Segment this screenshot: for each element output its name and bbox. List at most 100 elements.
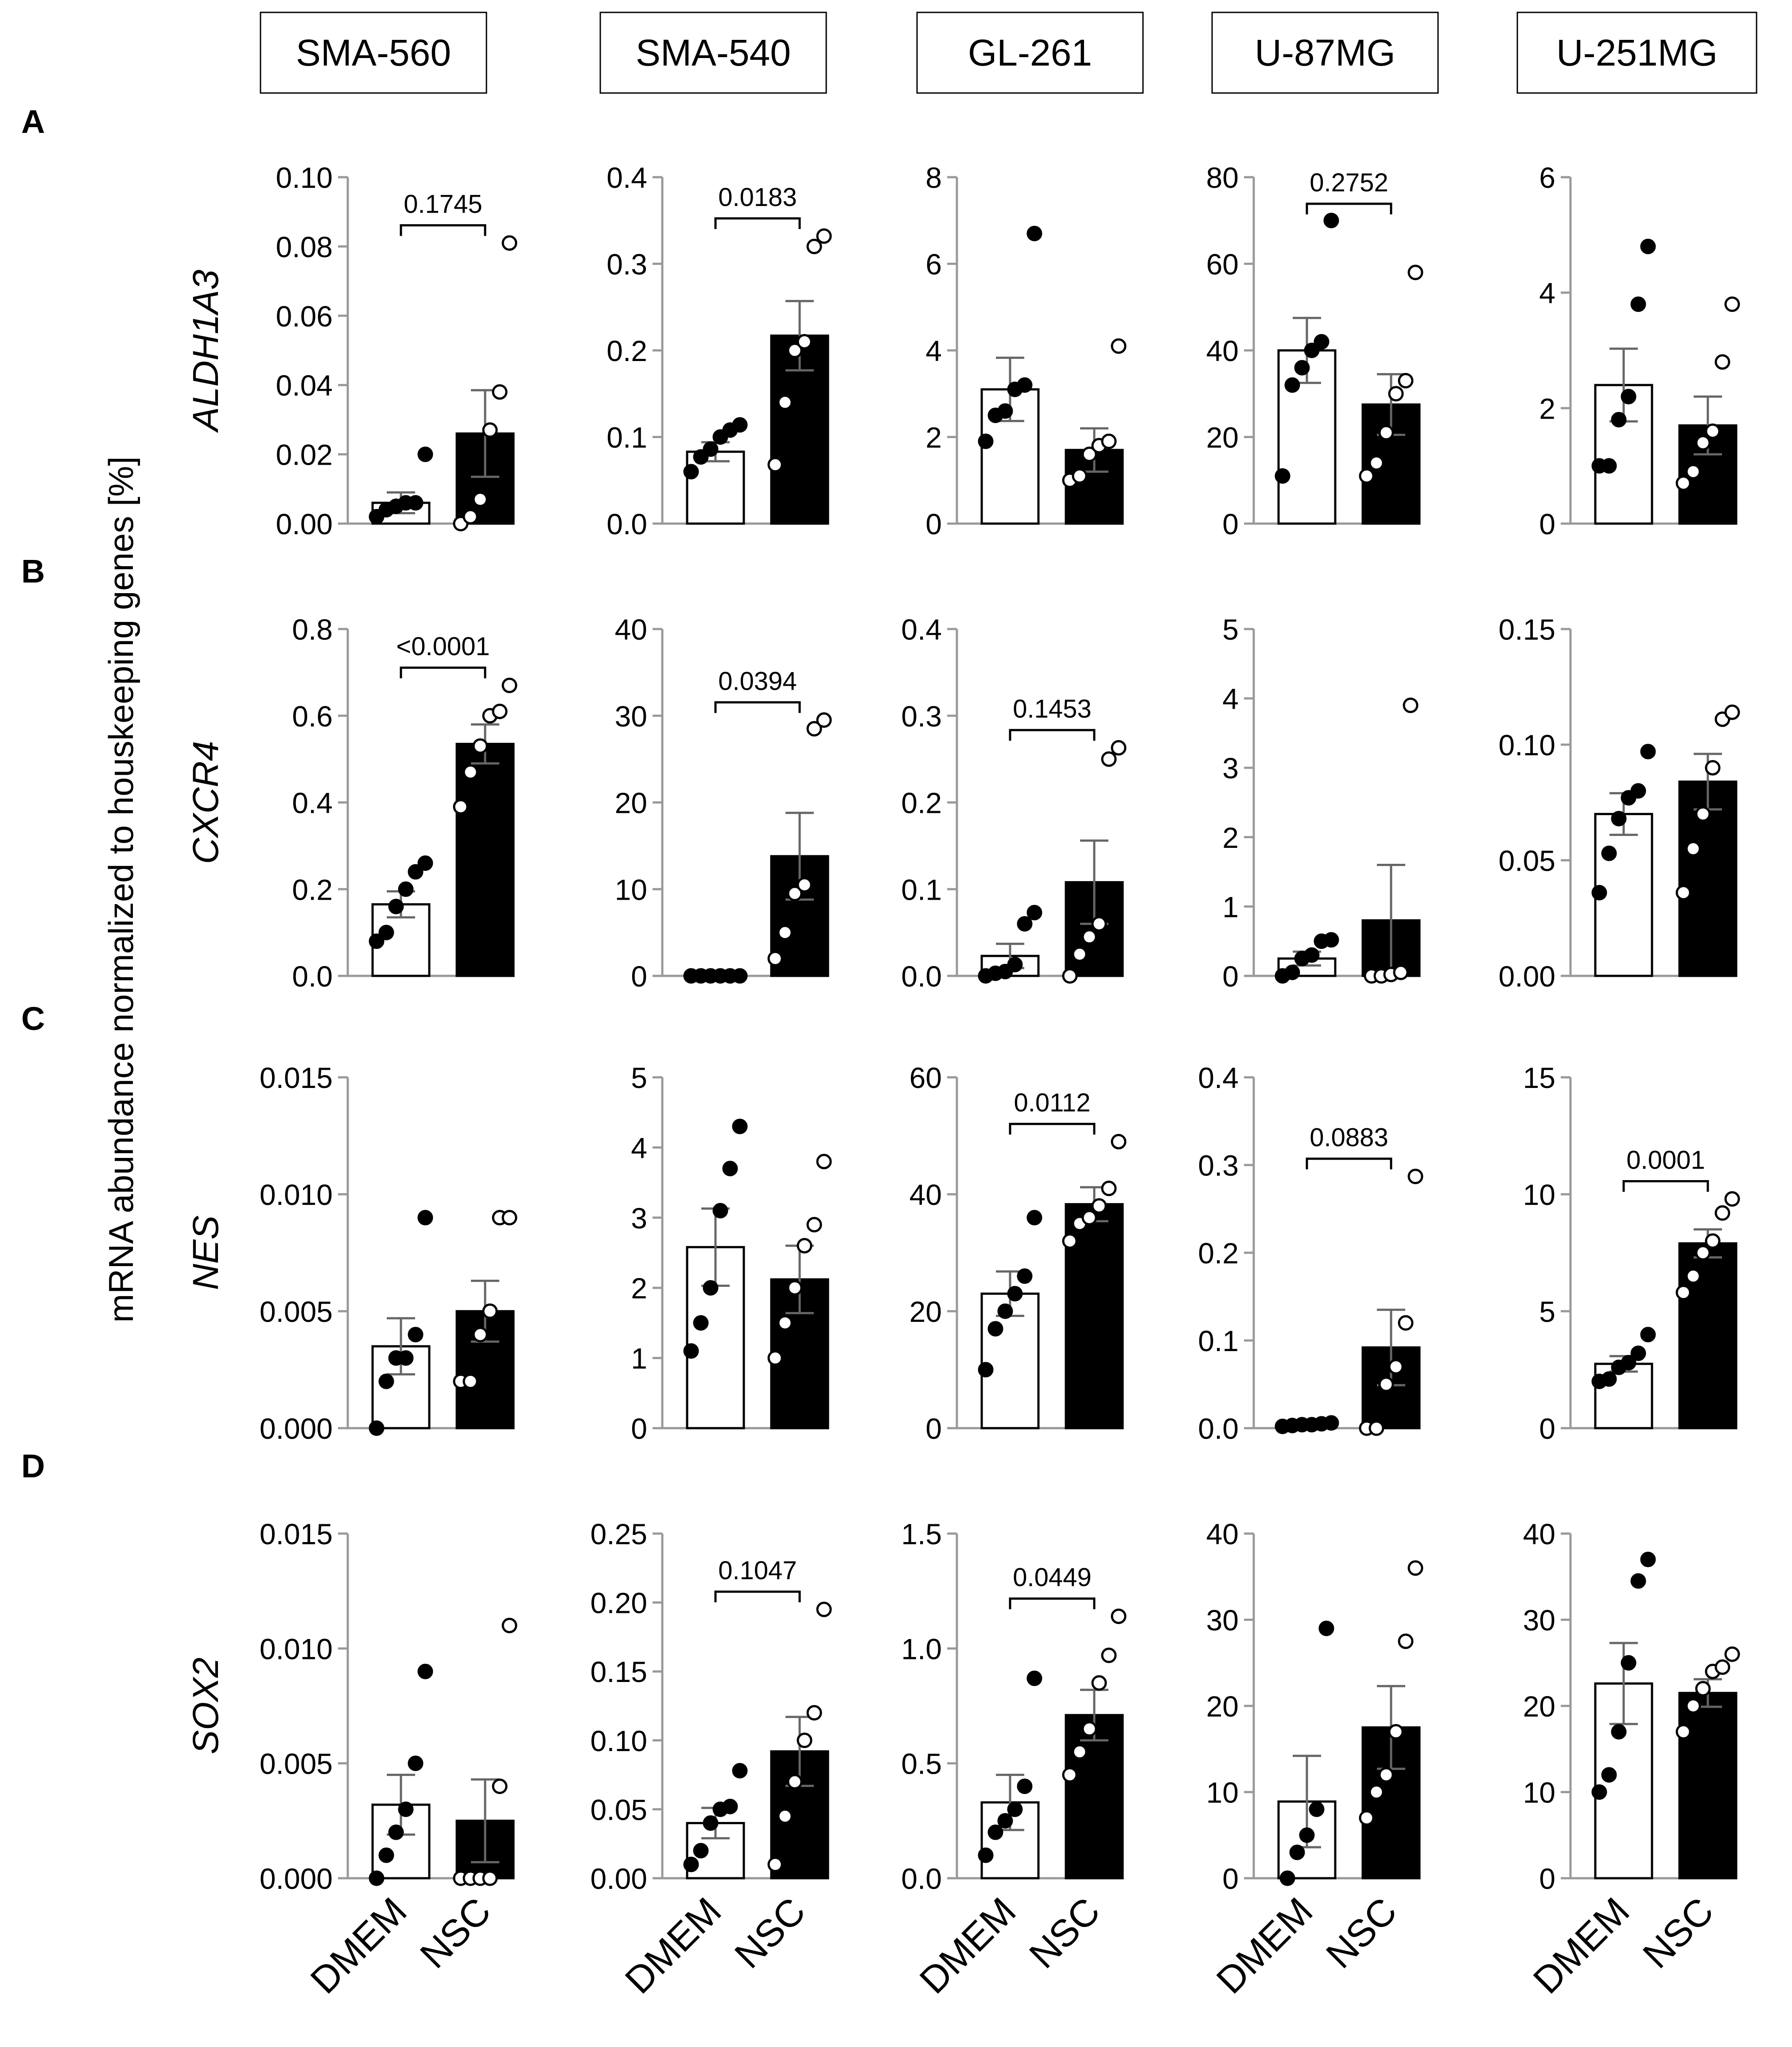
data-point-nsc bbox=[1695, 1245, 1711, 1261]
data-point-dmem bbox=[1026, 1670, 1042, 1686]
data-point-nsc bbox=[797, 1732, 812, 1748]
data-point-dmem bbox=[1007, 957, 1023, 973]
y-tick-label: 0.00 bbox=[1499, 960, 1555, 993]
data-point-dmem bbox=[369, 1870, 385, 1886]
y-tick-label: 30 bbox=[1523, 1604, 1555, 1637]
y-tick-label: 40 bbox=[1523, 1518, 1555, 1550]
y-tick-label: 0.10 bbox=[276, 161, 333, 194]
y-tick-label: 6 bbox=[925, 248, 942, 281]
y-tick-label: 6 bbox=[1539, 161, 1555, 194]
chart-panel: 0 10 20 30 40 bbox=[1206, 1518, 1423, 1895]
data-point-nsc bbox=[492, 384, 508, 400]
panel-row-label: A bbox=[21, 103, 45, 140]
y-tick-label: 2 bbox=[1539, 392, 1555, 425]
y-tick-label: 0 bbox=[1222, 1862, 1239, 1895]
chart-panel: 0 1 2 3 4 5 bbox=[631, 1061, 832, 1445]
cell-line-header: GL-261 bbox=[968, 32, 1092, 74]
significance-bracket bbox=[400, 666, 486, 679]
data-point-nsc bbox=[1685, 464, 1701, 480]
y-tick-label: 40 bbox=[615, 613, 647, 646]
data-point-nsc bbox=[1101, 1647, 1117, 1663]
data-point-dmem bbox=[732, 417, 748, 433]
y-tick-label: 0.010 bbox=[260, 1632, 333, 1665]
chart-panel: 0.000 0.005 0.010 0.015 bbox=[260, 1061, 517, 1445]
panel-row-label: D bbox=[21, 1448, 45, 1484]
x-category-label: NSC bbox=[1021, 1890, 1108, 1977]
p-value-label: <0.0001 bbox=[396, 632, 490, 661]
data-point-dmem bbox=[1640, 238, 1656, 254]
panel-row-label: B bbox=[21, 553, 45, 590]
chart-panel: 0 10 20 30 40 0.0394 bbox=[615, 613, 832, 993]
data-point-nsc bbox=[1705, 1233, 1721, 1249]
data-point-nsc bbox=[806, 1217, 822, 1233]
y-tick-label: 0.10 bbox=[1499, 729, 1555, 761]
data-point-dmem bbox=[1007, 1286, 1023, 1301]
data-point-nsc bbox=[777, 1808, 793, 1824]
gene-label: ALDH1A3 bbox=[186, 270, 226, 434]
y-axis-title: mRNA abundance normalized to houskeeping… bbox=[101, 456, 140, 1323]
y-tick-label: 0.1 bbox=[606, 421, 647, 454]
data-point-nsc bbox=[1714, 1205, 1730, 1221]
y-tick-label: 0.2 bbox=[1198, 1237, 1239, 1270]
data-point-dmem bbox=[1640, 1327, 1656, 1343]
data-point-dmem bbox=[378, 1373, 394, 1389]
y-tick-label: 0 bbox=[1222, 508, 1239, 540]
data-point-nsc bbox=[767, 951, 783, 967]
y-tick-label: 0.0 bbox=[292, 960, 333, 993]
data-point-dmem bbox=[1323, 932, 1339, 948]
data-point-nsc bbox=[1091, 1198, 1107, 1214]
data-point-dmem bbox=[722, 1798, 738, 1814]
y-tick-label: 0.005 bbox=[260, 1295, 333, 1328]
y-tick-label: 0 bbox=[631, 1412, 647, 1445]
data-point-dmem bbox=[1017, 916, 1033, 932]
data-point-dmem bbox=[1309, 1801, 1325, 1817]
y-tick-label: 10 bbox=[1523, 1776, 1555, 1809]
data-point-nsc bbox=[501, 1210, 517, 1226]
x-category-label: DMEM bbox=[912, 1890, 1024, 2002]
data-point-nsc bbox=[1378, 425, 1394, 441]
y-tick-label: 60 bbox=[1206, 248, 1239, 281]
significance-bracket bbox=[1009, 1597, 1096, 1609]
data-point-dmem bbox=[1621, 1355, 1637, 1371]
y-tick-label: 0.8 bbox=[292, 613, 333, 646]
y-tick-label: 0 bbox=[925, 1412, 942, 1445]
bar-nsc bbox=[455, 432, 515, 525]
data-point-nsc bbox=[1368, 1784, 1384, 1800]
data-point-nsc bbox=[1072, 946, 1088, 962]
data-point-nsc bbox=[797, 1238, 812, 1254]
data-point-nsc bbox=[1101, 433, 1117, 449]
y-tick-label: 0.00 bbox=[591, 1862, 647, 1895]
data-point-nsc bbox=[797, 877, 812, 893]
data-point-nsc bbox=[1111, 740, 1127, 756]
data-point-nsc bbox=[482, 1303, 498, 1319]
y-tick-label: 0.25 bbox=[591, 1518, 647, 1550]
data-point-nsc bbox=[1081, 929, 1097, 945]
data-point-dmem bbox=[683, 464, 699, 480]
chart-panel: 0.00 0.05 0.10 0.15 0.20 0.25 0.1047 bbox=[591, 1518, 832, 1895]
data-point-nsc bbox=[1695, 435, 1711, 451]
y-tick-label: 0.1 bbox=[1198, 1325, 1239, 1357]
chart-panel: 0.000 0.005 0.010 0.015 bbox=[260, 1518, 517, 1895]
data-point-nsc bbox=[1407, 1169, 1423, 1185]
data-point-nsc bbox=[1091, 1675, 1107, 1691]
y-tick-label: 0.4 bbox=[901, 613, 942, 646]
data-point-nsc bbox=[1062, 968, 1078, 984]
data-point-nsc bbox=[472, 1327, 488, 1343]
y-tick-label: 40 bbox=[1206, 334, 1239, 367]
data-point-dmem bbox=[378, 1847, 394, 1863]
y-tick-label: 20 bbox=[1523, 1690, 1555, 1723]
data-point-nsc bbox=[1359, 1810, 1375, 1826]
data-point-nsc bbox=[1407, 264, 1423, 280]
data-point-nsc bbox=[777, 924, 793, 940]
significance-bracket bbox=[714, 701, 801, 713]
data-point-nsc bbox=[1072, 468, 1088, 484]
data-point-dmem bbox=[978, 1362, 994, 1378]
data-point-nsc bbox=[1081, 1210, 1097, 1226]
y-tick-label: 1 bbox=[1222, 890, 1239, 923]
x-category-label: NSC bbox=[412, 1890, 499, 1977]
data-point-dmem bbox=[1630, 1573, 1646, 1589]
data-point-nsc bbox=[1388, 1724, 1404, 1740]
data-point-nsc bbox=[472, 738, 488, 754]
y-tick-label: 0.2 bbox=[901, 787, 942, 820]
y-tick-label: 0.00 bbox=[276, 508, 333, 540]
